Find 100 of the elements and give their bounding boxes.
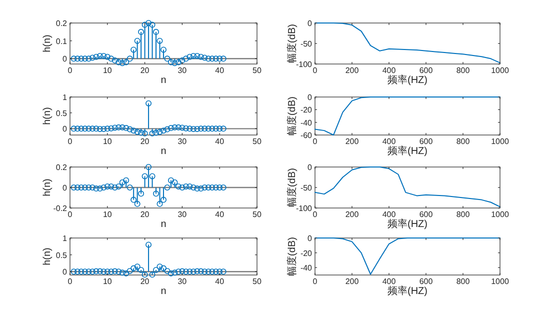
point <box>130 46 137 53</box>
y-axis-title: 幅度(dB) <box>286 96 298 136</box>
x-tick-label: 40 <box>215 66 225 75</box>
point <box>220 126 226 132</box>
point <box>168 270 174 276</box>
point <box>100 52 107 59</box>
point <box>108 56 114 62</box>
point <box>108 268 114 275</box>
point <box>138 266 144 273</box>
y-axis-title: h(n) <box>42 34 53 52</box>
point <box>78 268 84 275</box>
y-tick-label: 0 <box>308 234 313 243</box>
point <box>182 183 189 190</box>
point <box>153 190 160 197</box>
x-axis-title: n <box>160 146 166 157</box>
point <box>172 124 178 130</box>
x-tick-label: 1000 <box>491 66 510 75</box>
x-tick-label: 30 <box>178 137 188 146</box>
x-tick-label: 200 <box>345 277 360 286</box>
point <box>116 183 122 190</box>
line-series <box>314 22 500 64</box>
point <box>153 130 160 136</box>
x-tick-label: 30 <box>178 66 188 75</box>
x-tick-label: 400 <box>382 137 396 146</box>
point <box>78 56 84 62</box>
point <box>138 28 144 35</box>
x-tick-label: 50 <box>252 210 262 219</box>
point <box>89 184 96 190</box>
x-tick-label: 200 <box>345 66 360 75</box>
point <box>194 52 200 59</box>
point <box>126 126 133 132</box>
point <box>156 38 163 44</box>
point <box>130 196 137 203</box>
point <box>112 57 118 64</box>
point <box>96 52 103 59</box>
x-tick-label: 20 <box>140 66 150 75</box>
x-tick-label: 200 <box>345 210 360 219</box>
point <box>168 125 174 132</box>
point <box>182 125 189 132</box>
point <box>130 265 137 272</box>
point <box>96 186 103 192</box>
point <box>212 268 219 275</box>
point <box>186 268 193 275</box>
y-tick-label: 0 <box>62 184 68 192</box>
point <box>149 173 156 180</box>
x-tick-label: 400 <box>382 210 396 219</box>
point <box>104 268 110 275</box>
y-tick-label: -100 <box>296 60 313 69</box>
point <box>202 268 208 275</box>
point <box>175 183 182 190</box>
point <box>168 59 174 66</box>
y-tick-label: 0 <box>308 163 313 172</box>
point <box>220 268 226 275</box>
point <box>142 272 148 278</box>
y-tick-label: 0.5 <box>56 250 68 260</box>
point <box>179 184 186 190</box>
point <box>186 183 193 190</box>
x-tick-label: 800 <box>456 137 470 146</box>
point <box>96 268 103 274</box>
point <box>182 268 189 275</box>
point <box>74 126 80 132</box>
point <box>153 266 160 273</box>
point <box>190 184 196 190</box>
point <box>194 268 200 274</box>
point <box>134 264 140 270</box>
point <box>164 126 170 132</box>
y-tick-label: -50 <box>300 184 313 192</box>
point <box>175 268 182 275</box>
y-tick-label: 0.2 <box>56 19 68 28</box>
x-tick-label: 50 <box>252 277 262 286</box>
point <box>172 179 178 186</box>
point <box>212 184 219 190</box>
point <box>156 200 163 207</box>
point <box>100 126 107 132</box>
point <box>160 128 166 134</box>
x-tick-label: 20 <box>140 137 150 146</box>
point <box>89 54 96 61</box>
x-tick-label: 800 <box>456 66 470 75</box>
point <box>164 268 170 274</box>
point <box>86 56 92 62</box>
x-tick-label: 600 <box>419 137 434 146</box>
x-tick-label: 10 <box>102 66 112 75</box>
point <box>96 126 103 132</box>
point <box>198 268 204 274</box>
x-tick-label: 800 <box>456 210 470 219</box>
point <box>149 130 156 136</box>
point <box>179 57 186 64</box>
point <box>160 46 166 53</box>
point <box>70 268 77 275</box>
x-tick-label: 600 <box>419 210 434 219</box>
point <box>86 268 92 275</box>
point <box>112 184 118 190</box>
point <box>89 126 96 132</box>
point <box>205 126 212 132</box>
x-tick-label: 40 <box>215 277 225 286</box>
point <box>202 126 208 132</box>
point <box>142 130 148 136</box>
point <box>126 184 133 190</box>
point <box>93 268 100 274</box>
point <box>146 242 152 248</box>
